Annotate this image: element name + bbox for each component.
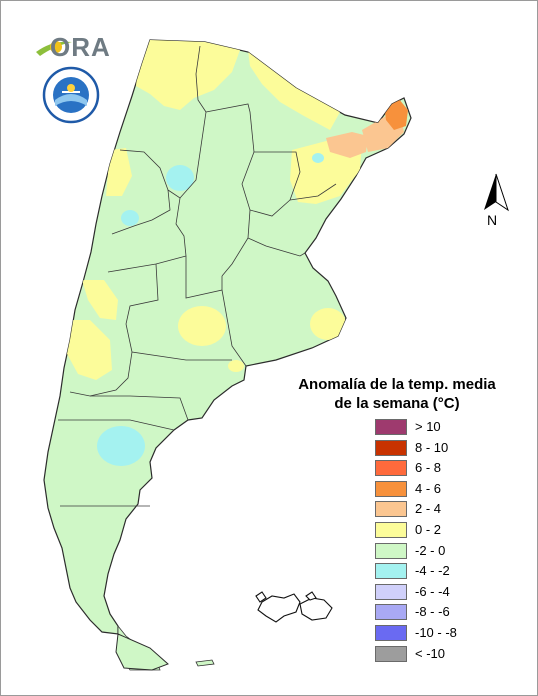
tierra-del-fuego [115, 633, 169, 671]
legend-label: < -10 [415, 645, 445, 661]
legend-swatch [375, 501, 407, 518]
north-arrow-label: N [487, 212, 498, 228]
legend-label: 6 - 8 [415, 460, 442, 476]
ora-logo-text: ORA [50, 32, 111, 62]
legend-swatch [375, 419, 407, 435]
legend-label: 2 - 4 [415, 501, 442, 517]
legend-title-line-1: Anomalía de la temp. media [298, 376, 496, 393]
islas-malvinas [255, 591, 333, 623]
legend-swatch [375, 563, 407, 580]
north-arrow: N [478, 172, 514, 232]
zone-neg4-neg2-chubut [97, 426, 145, 466]
legend-swatch [375, 480, 407, 497]
legend-swatch [375, 583, 407, 600]
smn-seal-icon [42, 66, 100, 124]
legend-swatch [375, 542, 407, 559]
legend-title: Anomalía de la temp. media de la semana … [282, 375, 512, 413]
legend-swatch [375, 645, 407, 662]
zone-0-2-north [136, 40, 240, 110]
legend-swatch [375, 460, 407, 477]
legend-label: -8 - -6 [415, 604, 450, 620]
zone-0-2-mendoza [66, 320, 112, 380]
legend-label: -2 - 0 [415, 542, 446, 558]
zone-0-2-central [178, 306, 226, 346]
legend-swatch [375, 521, 407, 538]
legend-label: 8 - 10 [415, 439, 449, 455]
zone-0-2-cuyo [82, 280, 118, 320]
zone-0-2-buenos-aires [310, 308, 346, 340]
legend-label: -10 - -8 [415, 624, 457, 640]
north-arrow-icon [484, 173, 509, 212]
zone-neg4-neg2-catamarca [121, 210, 139, 226]
legend-swatch [375, 624, 407, 641]
legend-title-line-2: de la semana (°C) [334, 395, 460, 412]
isla-de-los-estados [195, 659, 215, 667]
zone-0-2-northwest-strip [106, 148, 132, 196]
legend-label: -6 - -4 [415, 583, 450, 599]
zone-2-4-misiones [326, 132, 368, 158]
legend-label: 4 - 6 [415, 480, 442, 496]
ora-swoosh-icon [36, 41, 72, 56]
zone-0-2-northeast [248, 50, 340, 130]
legend-swatch [375, 604, 407, 621]
legend-swatch [375, 439, 407, 456]
legend-label: -4 - -2 [415, 563, 450, 579]
zone-neg4-neg2-salta [166, 165, 194, 191]
zone-0-2-south-coast [228, 360, 244, 372]
ora-logo: ORA [34, 30, 110, 62]
smn-seal-logo [42, 66, 100, 124]
legend-label: 0 - 2 [415, 521, 442, 537]
legend-label: > 10 [415, 419, 441, 434]
zone-neg4-neg2-corrientes [312, 153, 324, 163]
